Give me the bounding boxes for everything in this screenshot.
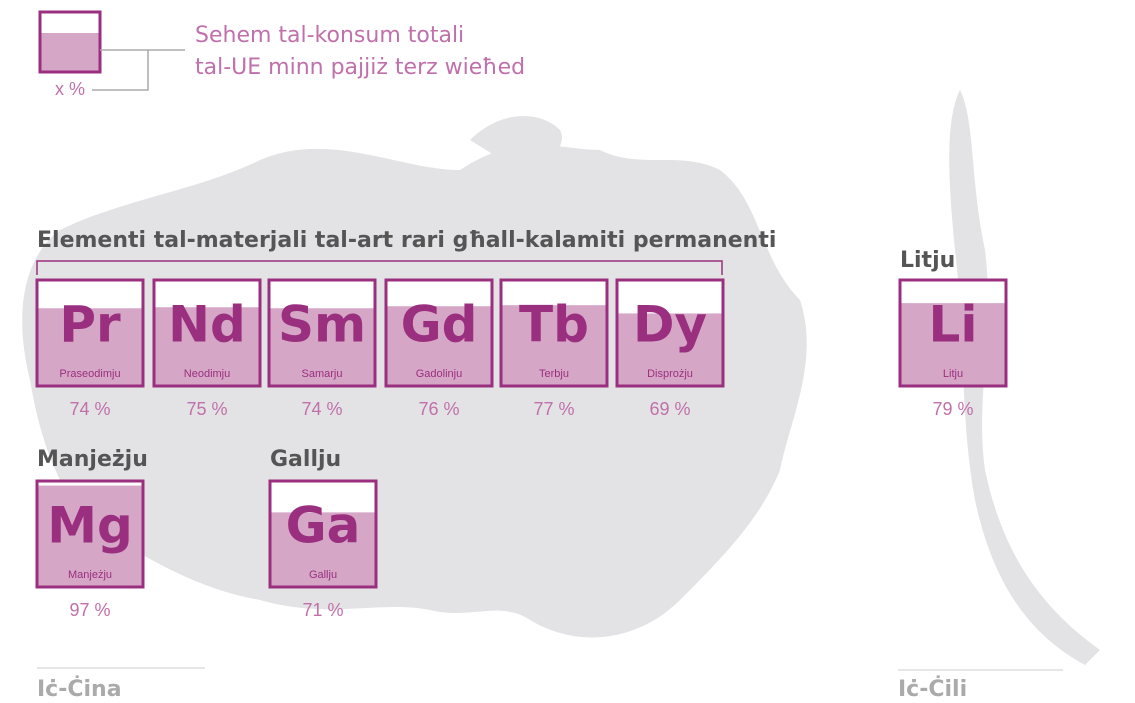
group-title: Gallju (270, 447, 341, 472)
element-name: Disprożju (647, 368, 693, 380)
element-name: Neodimju (184, 368, 230, 380)
group-title: Litju (900, 248, 955, 273)
element-name: Gadolinju (416, 368, 462, 380)
legend-text: tal-UE minn pajjiż terz wieħed (195, 55, 525, 80)
region-label: Iċ-Ċili (898, 676, 967, 702)
element-name: Gallju (309, 569, 337, 581)
legend-fill (41, 33, 99, 71)
share-fill (38, 485, 142, 586)
map-background (22, 90, 1100, 665)
element-symbol: Tb (519, 296, 589, 354)
element-name: Manjeżju (68, 569, 112, 581)
element-symbol: Dy (633, 296, 707, 354)
region-labels: Iċ-Ċina Iċ-Ċili (37, 667, 1063, 702)
share-label: 79 % (932, 399, 973, 419)
element-name: Litju (943, 368, 963, 380)
element-symbol: Ga (286, 497, 361, 555)
region-label: Iċ-Ċina (37, 676, 122, 702)
share-label: 74 % (69, 399, 110, 419)
share-label: 97 % (69, 600, 110, 620)
legend-text: Sehem tal-konsum totali (195, 23, 464, 48)
element-symbol: Nd (168, 296, 246, 354)
element-symbol: Gd (401, 296, 478, 354)
share-fill (155, 307, 259, 385)
legend-label: x % (55, 79, 85, 99)
element-symbol: Sm (278, 296, 366, 354)
share-fill (618, 313, 722, 385)
element-name: Samarju (302, 368, 343, 380)
share-label: 71 % (302, 600, 343, 620)
share-fill (387, 306, 491, 385)
element-symbol: Mg (47, 497, 133, 555)
legend-line (92, 50, 149, 91)
legend: Sehem tal-konsum totali tal-UE minn pajj… (38, 10, 525, 99)
share-fill (270, 308, 374, 385)
share-fill (38, 308, 142, 385)
share-fill (502, 305, 606, 385)
group-bracket (36, 260, 723, 275)
share-label: 77 % (533, 399, 574, 419)
group-title: Elementi tal-materjali tal-art rari għal… (37, 228, 776, 253)
element-name: Terbju (539, 368, 569, 380)
share-label: 69 % (649, 399, 690, 419)
element-symbol: Li (929, 296, 978, 354)
share-fill (901, 303, 1005, 385)
share-label: 74 % (301, 399, 342, 419)
share-label: 75 % (186, 399, 227, 419)
share-label: 76 % (418, 399, 459, 419)
group-title: Manjeżju (37, 447, 148, 472)
element-name: Praseodimju (59, 368, 120, 380)
share-fill (271, 512, 375, 586)
element-symbol: Pr (59, 296, 121, 354)
